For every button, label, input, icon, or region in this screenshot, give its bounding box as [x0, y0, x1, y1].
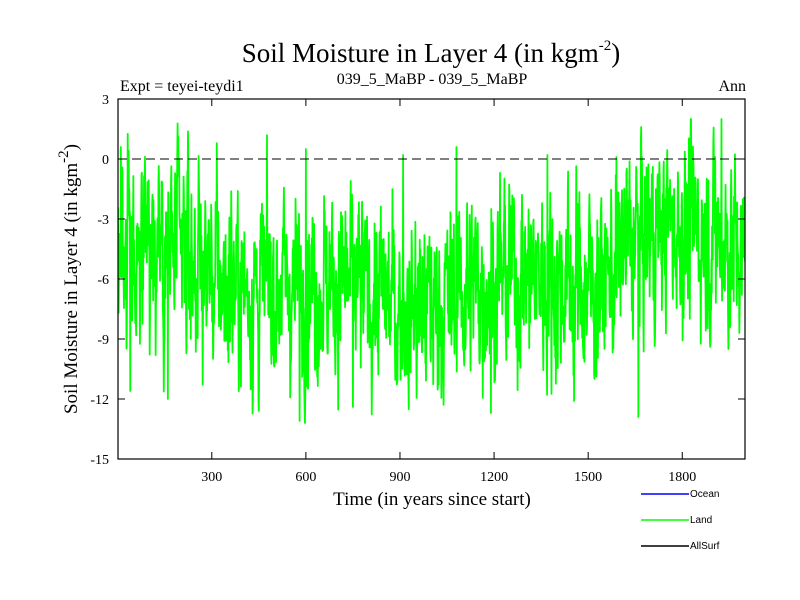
legend-ocean-label: Ocean: [690, 489, 719, 500]
y-axis-label: Soil Moisture in Layer 4 (in kgm-2): [56, 144, 82, 414]
legend: Ocean Land AllSurf: [641, 489, 720, 552]
x-tick-label: 1800: [668, 470, 696, 485]
y-tick-label: 3: [102, 93, 109, 108]
legend-allsurf-label: AllSurf: [690, 541, 720, 552]
y-tick-label: -12: [90, 393, 109, 408]
y-tick-label: -9: [97, 333, 109, 348]
x-tick-label: 600: [295, 470, 316, 485]
x-tick-label: 300: [201, 470, 222, 485]
chart-title: Soil Moisture in Layer 4 (in kgm-2): [242, 38, 620, 68]
legend-land-label: Land: [690, 515, 712, 526]
y-tick-label: -6: [97, 273, 109, 288]
y-tick-label: -15: [90, 453, 109, 468]
subtitle-periods: 039_5_MaBP - 039_5_MaBP: [337, 71, 528, 88]
x-tick-label: 1200: [480, 470, 508, 485]
subtitle-expt: Expt = teyei-teydi1: [120, 78, 244, 95]
x-tick-label: 900: [389, 470, 410, 485]
plot-frame: [117, 98, 746, 460]
land-series-line: [118, 118, 745, 424]
y-tick-label: 0: [102, 153, 109, 168]
x-tick-label: 1500: [574, 470, 602, 485]
y-tick-label: -3: [97, 213, 109, 228]
x-axis-label: Time (in years since start): [333, 489, 531, 510]
subtitle-season: Ann: [718, 78, 746, 95]
